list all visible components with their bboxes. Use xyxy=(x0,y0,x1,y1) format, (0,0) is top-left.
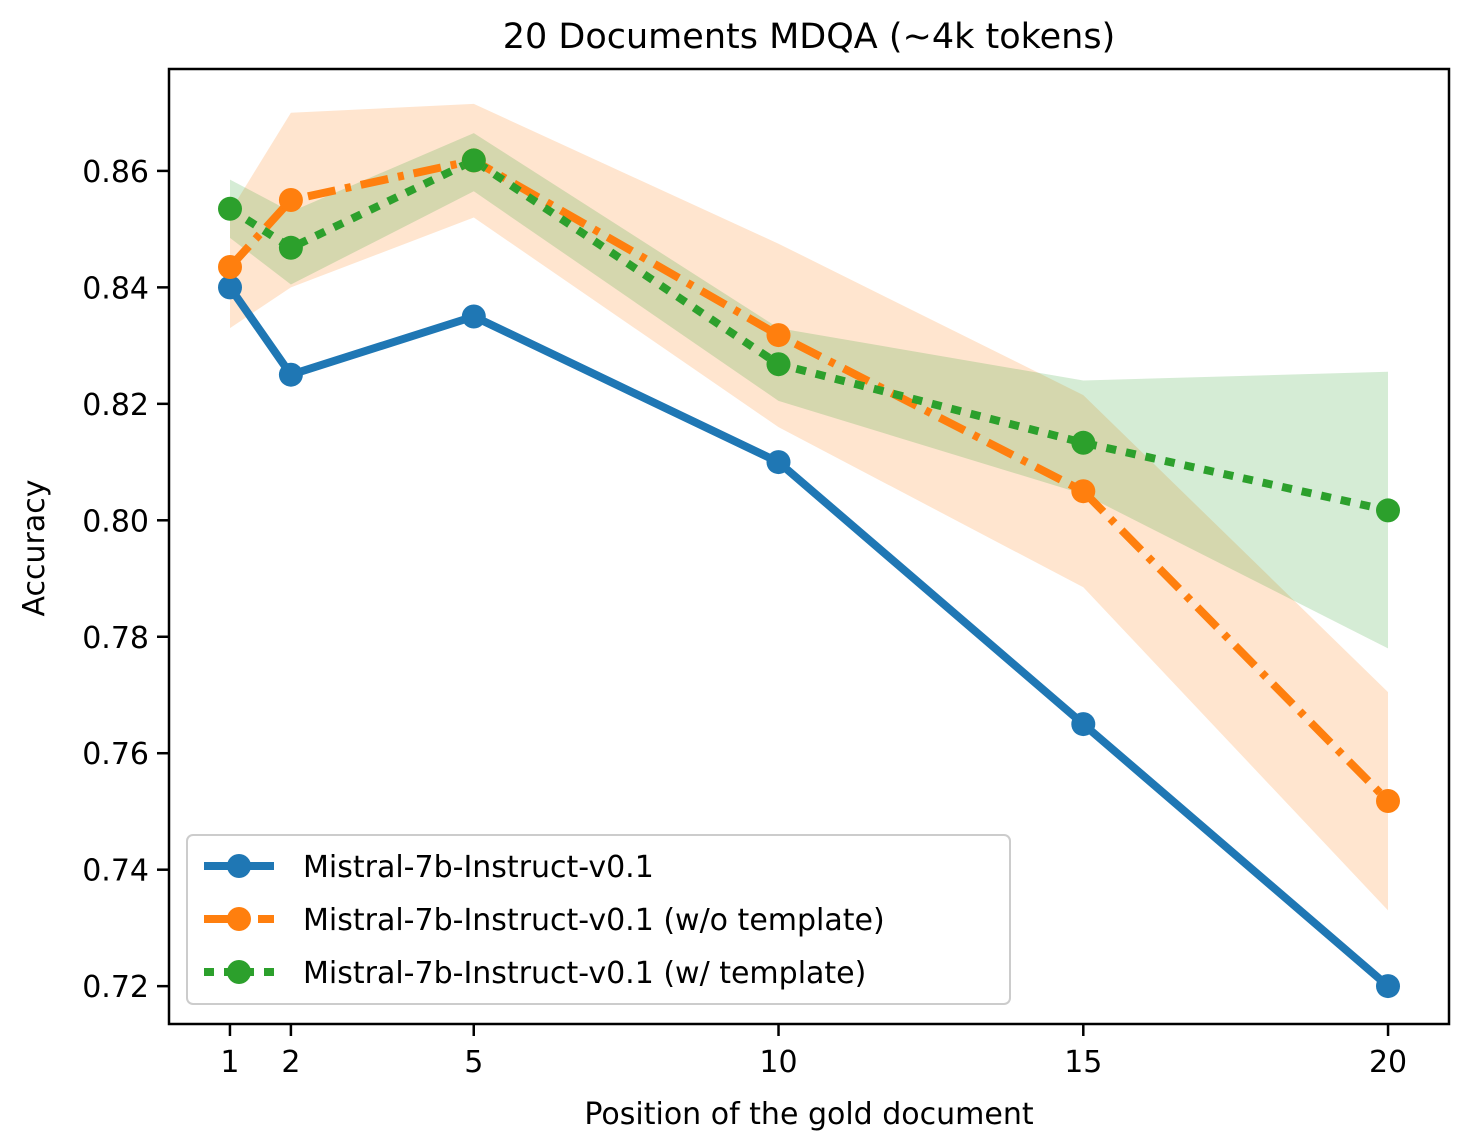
legend: Mistral-7b-Instruct-v0.1 Mistral-7b-Instr… xyxy=(186,834,1011,1005)
y-tick-label: 0.76 xyxy=(82,737,149,772)
data-point-series-1-x-5 xyxy=(461,304,486,329)
data-point-series-3-x-15 xyxy=(1071,430,1096,455)
legend-marker-series-3 xyxy=(227,960,251,984)
series-line-1 xyxy=(226,285,1391,990)
y-axis-label: Accuracy xyxy=(17,480,52,617)
data-point-series-1-x-20 xyxy=(1376,974,1400,999)
plot-area-frame xyxy=(167,67,1451,1026)
data-point-series-3-x-20 xyxy=(1376,498,1400,523)
y-tick-label: 0.84 xyxy=(82,271,149,306)
chart-title: 20 Documents MDQA (~4k tokens) xyxy=(503,17,1116,57)
data-point-series-2-x-1 xyxy=(218,255,242,279)
data-point-series-3-x-1 xyxy=(218,196,242,221)
y-axis-ticks: 0.72 0.74 0.76 0.78 0.80 0.82 0.84 0.86 xyxy=(82,155,169,1005)
legend-label-series-3: Mistral-7b-Instruct-v0.1 (w/ template) xyxy=(303,956,866,991)
data-point-series-2-x-2 xyxy=(278,188,303,212)
data-point-series-3-x-10 xyxy=(766,352,791,377)
data-point-series-2-x-20 xyxy=(1376,789,1400,813)
legend-label-series-1: Mistral-7b-Instruct-v0.1 xyxy=(303,850,654,885)
legend-marker-series-2 xyxy=(227,907,251,931)
x-tick-label: 20 xyxy=(1369,1045,1407,1080)
data-point-series-3-x-5 xyxy=(461,148,486,173)
y-tick-label: 0.72 xyxy=(82,970,149,1005)
y-tick-label: 0.78 xyxy=(82,621,149,656)
data-point-series-1-x-15 xyxy=(1071,712,1096,737)
series-line-2 xyxy=(227,156,1391,804)
legend-box xyxy=(186,834,1011,1005)
x-tick-label: 1 xyxy=(220,1045,239,1080)
x-tick-label: 2 xyxy=(281,1045,300,1080)
series-lines xyxy=(226,156,1391,990)
legend-label-series-2: Mistral-7b-Instruct-v0.1 (w/o template) xyxy=(303,903,885,938)
data-point-series-1-x-10 xyxy=(766,450,791,475)
series-line-3 xyxy=(227,156,1389,515)
legend-marker-series-1 xyxy=(227,854,251,878)
x-axis-label: Position of the gold document xyxy=(584,1097,1033,1132)
data-point-series-2-x-10 xyxy=(766,323,791,348)
confidence-band-series-3 xyxy=(230,133,1388,649)
data-point-series-1-x-1 xyxy=(218,275,242,300)
y-tick-label: 0.82 xyxy=(82,388,149,423)
x-tick-label: 15 xyxy=(1064,1045,1102,1080)
x-axis-ticks: 1 2 5 10 15 20 xyxy=(220,1024,1407,1080)
y-tick-label: 0.80 xyxy=(82,504,149,539)
x-tick-label: 10 xyxy=(759,1045,797,1080)
data-point-series-2-x-15 xyxy=(1071,479,1096,504)
x-tick-label: 5 xyxy=(464,1045,483,1080)
y-tick-label: 0.86 xyxy=(82,155,149,190)
y-tick-label: 0.74 xyxy=(82,854,149,889)
data-point-series-1-x-2 xyxy=(278,362,303,387)
data-point-series-3-x-2 xyxy=(278,235,303,260)
series-markers xyxy=(218,148,1400,999)
